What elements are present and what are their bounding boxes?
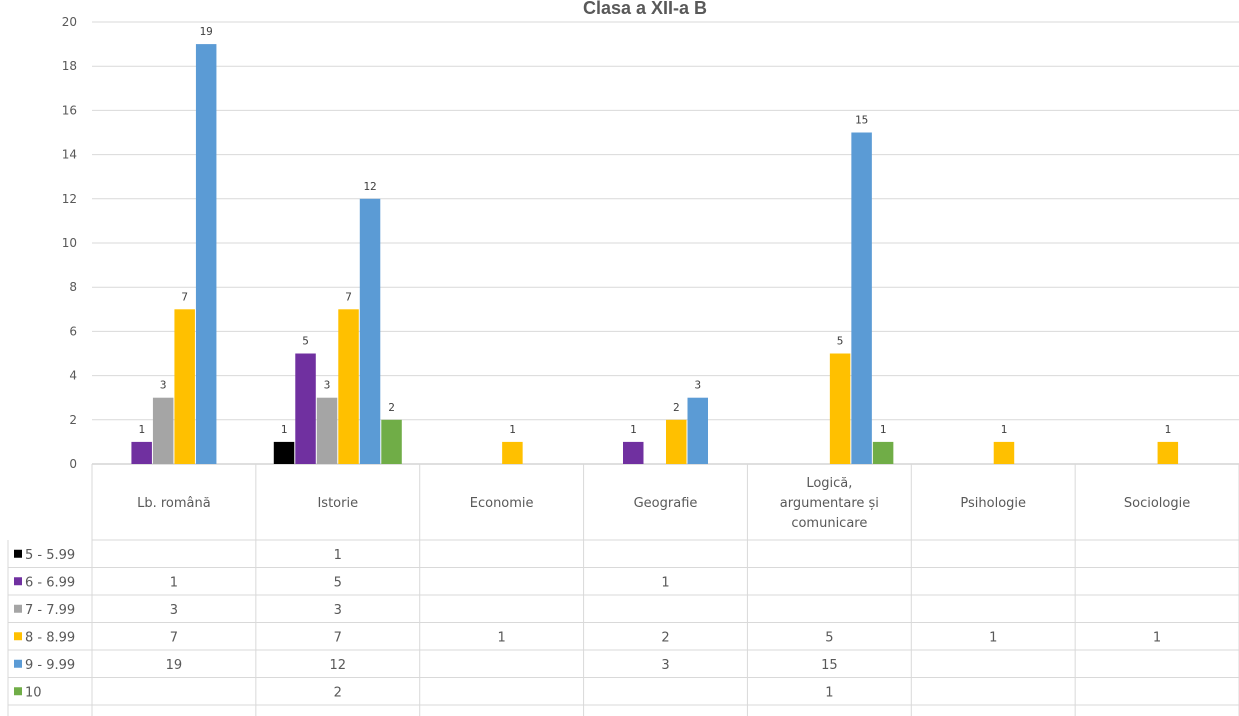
y-tick-label: 10 (62, 236, 77, 250)
y-tick-label: 16 (62, 103, 77, 117)
data-label: 1 (138, 423, 145, 436)
table-cell: 5 (825, 630, 833, 645)
bar (502, 441, 523, 464)
y-tick-label: 20 (62, 15, 77, 29)
bar (316, 397, 338, 464)
series-name: 5 - 5.99 (25, 548, 75, 563)
table-cell: 1 (334, 548, 342, 563)
data-label: 7 (345, 290, 352, 303)
bar (131, 441, 152, 464)
bar (623, 441, 644, 464)
data-label: 2 (673, 401, 680, 414)
y-tick-label: 6 (69, 324, 77, 338)
table-cell: 1 (661, 575, 669, 590)
y-tick-label: 18 (62, 59, 77, 73)
table-cell: 3 (334, 603, 342, 618)
legend-key (14, 604, 22, 613)
bar (152, 397, 174, 464)
data-label: 5 (302, 335, 309, 348)
table-cell: 2 (334, 685, 342, 700)
y-tick-label: 4 (69, 369, 77, 383)
bar (174, 309, 195, 464)
bar (687, 397, 708, 464)
category-label: Economie (470, 496, 534, 511)
category-label: Logică, (806, 476, 852, 491)
series-name: 8 - 8.99 (25, 630, 75, 645)
y-tick-label: 2 (69, 413, 77, 427)
table-cell: 2 (661, 630, 669, 645)
table-cell: 1 (498, 630, 506, 645)
table-cell: 1 (825, 685, 833, 700)
series-name: 7 - 7.99 (25, 603, 75, 618)
data-label: 1 (880, 423, 887, 436)
data-label: 1 (1165, 423, 1172, 436)
data-label: 5 (837, 335, 844, 348)
bars (131, 44, 1179, 465)
category-label: Geografie (634, 496, 698, 511)
category-label: Sociologie (1124, 496, 1190, 511)
series-name: 6 - 6.99 (25, 575, 75, 590)
bar (381, 419, 402, 464)
chart-title: Clasa a XII-a B (583, 0, 707, 18)
table-cell: 5 (334, 575, 342, 590)
bar (338, 309, 359, 464)
bar (993, 441, 1015, 464)
bar (359, 198, 381, 465)
y-tick-label: 12 (62, 192, 77, 206)
data-label: 2 (388, 401, 395, 414)
table-cell: 1 (1153, 630, 1161, 645)
bar (1157, 441, 1179, 464)
table-cell: 3 (661, 658, 669, 673)
category-label: Psihologie (960, 496, 1026, 511)
bar (829, 353, 851, 464)
bar (295, 353, 316, 464)
legend-key (14, 687, 22, 696)
bar (195, 44, 217, 464)
table-cell: 7 (170, 630, 178, 645)
table-cell: 1 (170, 575, 178, 590)
legend-key (14, 549, 22, 558)
data-label: 1 (1001, 423, 1008, 436)
legend-key (14, 659, 22, 668)
table-cell: 12 (330, 658, 347, 673)
table-cell: 15 (821, 658, 838, 673)
y-tick-label: 14 (62, 148, 77, 162)
data-label: 19 (200, 25, 213, 38)
bar (872, 441, 894, 464)
category-label: argumentare și (780, 496, 879, 511)
data-label: 12 (363, 180, 376, 193)
table-cell: 1 (989, 630, 997, 645)
category-label: comunicare (791, 516, 867, 531)
bar (851, 132, 872, 464)
data-label: 1 (281, 423, 288, 436)
table-cell: 3 (170, 603, 178, 618)
series-name: 10 (25, 685, 42, 700)
table-cell: 7 (334, 630, 342, 645)
bar (666, 419, 687, 464)
table-cell: 19 (166, 658, 183, 673)
y-tick-label: 0 (69, 457, 77, 471)
category-label: Istorie (317, 496, 358, 511)
data-label: 3 (694, 379, 701, 392)
data-label: 3 (324, 379, 331, 392)
data-label: 1 (630, 423, 637, 436)
y-tick-label: 8 (69, 280, 77, 294)
bar (273, 441, 295, 464)
data-label: 7 (181, 290, 188, 303)
gridlines (92, 21, 1239, 465)
y-axis-ticks: 0 2 4 6 8 10 12 14 16 18 20 (62, 15, 77, 471)
series-name: 9 - 9.99 (25, 658, 75, 673)
data-label: 3 (160, 379, 167, 392)
data-table: Lb. română Istorie Economie Geografie Logică… (7, 464, 1239, 716)
data-label: 1 (509, 423, 516, 436)
data-label: 15 (855, 114, 868, 127)
legend-key (14, 577, 22, 586)
legend-key (14, 632, 22, 641)
category-label: Lb. română (137, 496, 211, 511)
